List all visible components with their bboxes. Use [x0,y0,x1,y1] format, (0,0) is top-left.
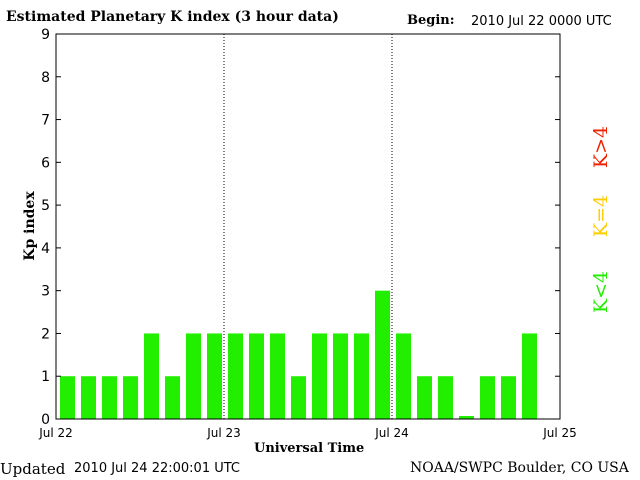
kp-bar [228,333,243,419]
kp-bar [312,333,327,419]
begin-value: 2010 Jul 22 0000 UTC [471,14,612,29]
kp-bar [417,376,432,419]
kp-bar [270,333,285,419]
y-tick-label: 0 [41,412,50,428]
kp-bar [333,333,348,419]
credit-line: NOAA/SWPC Boulder, CO USA [410,460,629,476]
legend-k-below-4: K<4 [590,270,612,314]
kp-bar [354,333,369,419]
y-tick-label: 3 [41,284,50,300]
x-tick-label: Jul 22 [38,426,73,440]
kp-bar [81,376,96,419]
x-tick-label: Jul 25 [542,426,577,440]
kp-bar [165,376,180,419]
y-axis-label: Kp index [22,191,38,261]
y-tick-label: 9 [41,27,50,43]
kp-bar [291,376,306,419]
y-tick-label: 6 [41,155,50,171]
kp-bar [438,376,453,419]
y-tick-label: 5 [41,198,50,214]
kp-bar [186,333,201,419]
y-tick-label: 8 [41,70,50,86]
legend-k-equal-4: K=4 [590,194,612,238]
plot-frame [55,33,561,420]
kp-bar [249,333,264,419]
y-tick-label: 7 [41,113,50,129]
updated-label: Updated [0,460,66,478]
begin-label: Begin: [407,13,455,28]
kp-bar [522,333,537,419]
kp-bar [396,333,411,419]
kp-bar [144,333,159,419]
x-tick-label: Jul 23 [206,426,241,440]
y-tick-label: 4 [41,241,50,257]
kp-bar [459,416,474,419]
kp-bar [480,376,495,419]
updated-timestamp: 2010 Jul 24 22:00:01 UTC [74,461,240,476]
y-tick-label: 2 [41,326,50,342]
legend-k-above-4: K>4 [590,125,612,169]
kp-bar [123,376,138,419]
kp-bar [102,376,117,419]
kp-bar [60,376,75,419]
y-tick-label: 1 [41,369,50,385]
x-tick-label: Jul 24 [374,426,409,440]
kp-bar [501,376,516,419]
x-axis-label: Universal Time [254,441,365,456]
kp-bar [375,290,390,419]
kp-bar [207,333,222,419]
chart-title: Estimated Planetary K index (3 hour data… [6,9,339,25]
